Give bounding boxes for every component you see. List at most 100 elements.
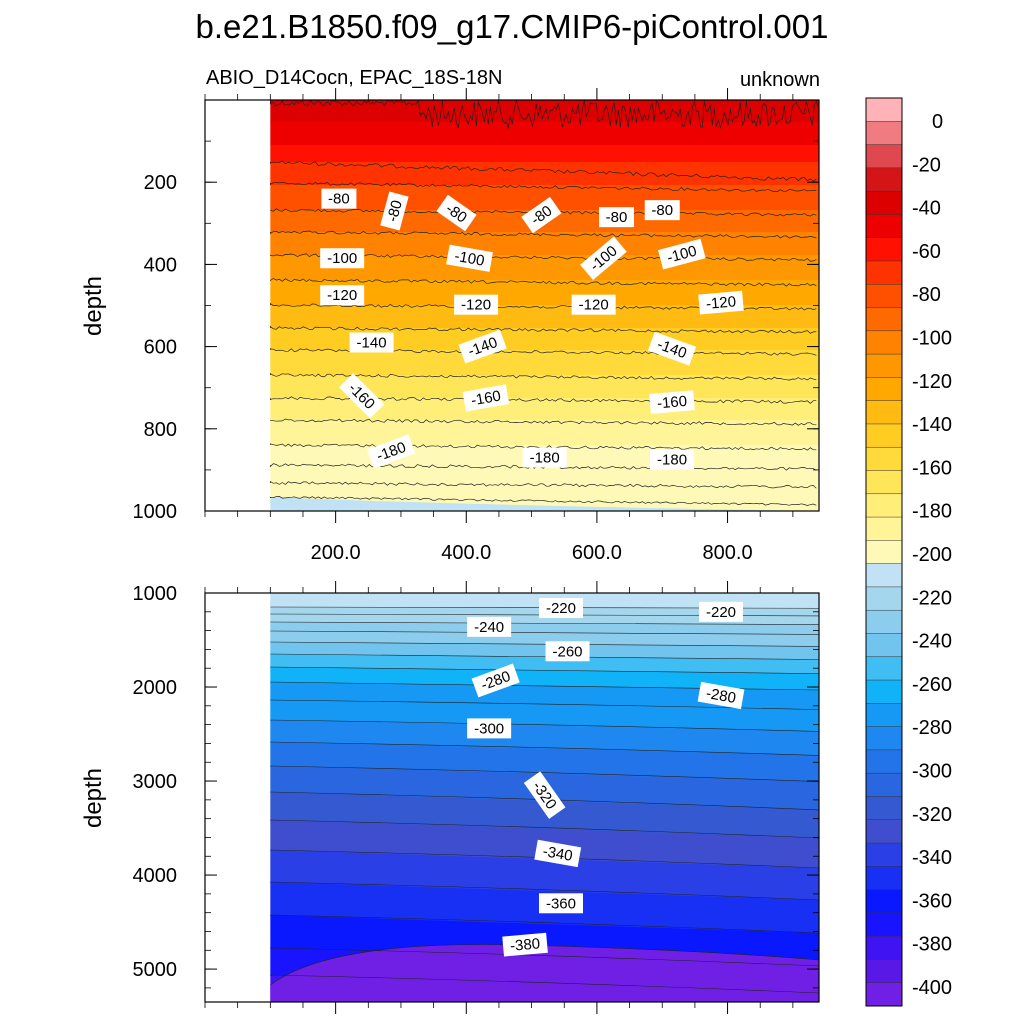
colorbar-swatch	[866, 610, 902, 634]
colorbar-swatch	[866, 726, 902, 751]
lower-contour-line	[270, 974, 819, 994]
colorbar-label: -340	[912, 847, 952, 869]
colorbar-swatch	[866, 354, 902, 378]
contour-label-background	[320, 285, 365, 306]
colorbar-label: -200	[912, 544, 952, 566]
colorbar-swatch	[866, 121, 902, 145]
colorbar-swatch	[866, 470, 902, 495]
y-tick-label: 600	[144, 337, 177, 359]
upper-contour-line	[270, 496, 817, 506]
contour-label: -120	[320, 285, 365, 306]
upper-contour-line	[270, 325, 817, 334]
contour-label-text: -160	[470, 387, 503, 409]
colorbar-label: -100	[912, 328, 952, 350]
contour-label-background	[599, 207, 635, 228]
contour-label-text: -340	[541, 843, 574, 865]
contour-label-background	[321, 188, 357, 209]
colorbar-swatch	[866, 98, 902, 122]
contour-label-background	[467, 718, 512, 739]
contour-label-text: -120	[705, 293, 736, 313]
contour-label: -220	[538, 598, 583, 619]
contour-label-background	[454, 294, 499, 315]
colorbar-swatch	[866, 843, 902, 867]
contour-label-text: -380	[509, 935, 540, 955]
x-tick-label: 400.0	[441, 542, 491, 564]
colorbar-swatch	[866, 284, 902, 308]
colorbar-swatch	[866, 633, 902, 658]
contour-label-text: -80	[651, 202, 673, 219]
upper-contour-labels: -80 -80 -80 -80 -80 -80-100 -100 -100 -100-120-1…	[320, 188, 744, 470]
contour-label-background	[698, 290, 744, 315]
contour-label-background	[522, 447, 567, 468]
colorbar-swatch	[866, 819, 902, 844]
contour-label-text: -240	[474, 619, 504, 636]
x-tick-label: 800.0	[703, 542, 753, 564]
lower-color-band	[270, 720, 819, 757]
contour-label: -80	[380, 191, 409, 231]
lower-contour-labels: -220 -220-240-260-280-280-300-320-340-360…	[467, 598, 745, 957]
colorbar-label: -240	[912, 631, 952, 653]
lower-color-band	[270, 700, 819, 733]
contour-label-background	[320, 248, 365, 269]
contour-label: -100	[446, 244, 493, 272]
colorbar-label: -400	[912, 977, 952, 999]
contour-label-text: -180	[657, 452, 687, 469]
colorbar-swatch	[866, 586, 902, 611]
y-tick-label: 5000	[133, 959, 178, 981]
contour-label-text: -300	[474, 720, 504, 737]
contour-label-background	[467, 616, 512, 637]
colorbar-label: -140	[912, 414, 952, 436]
colorbar-label: -220	[912, 587, 952, 609]
colorbar-swatch	[866, 796, 902, 821]
upper-color-band	[270, 350, 819, 376]
colorbar-swatch	[866, 680, 902, 704]
contour-label: -300	[467, 718, 512, 739]
upper-contour-line	[270, 418, 817, 426]
colorbar-label: -320	[912, 804, 952, 826]
colorbar-swatch	[866, 889, 902, 914]
contour-label-background	[523, 771, 566, 819]
figure-title: b.e21.B1850.f09_g17.CMIP6-piControl.001	[196, 8, 829, 45]
colorbar-label: -20	[912, 154, 941, 176]
colorbar-label: -300	[912, 761, 952, 783]
contour-label-text: -360	[546, 895, 576, 912]
contour-label: -340	[534, 839, 582, 868]
contour-label-background	[471, 663, 520, 698]
contour-label-text: -140	[357, 334, 387, 351]
colorbar-swatch	[866, 237, 902, 262]
colorbar-swatch	[866, 307, 902, 332]
contour-label-background	[644, 200, 680, 221]
lower-contour-line	[270, 881, 819, 901]
upper-contour-line	[270, 230, 817, 239]
colorbar-swatch	[866, 423, 902, 448]
contour-label: -80	[599, 207, 635, 228]
contour-label: -260	[545, 641, 590, 662]
lower-axes: 1000 2000 3000 4000 5000	[133, 581, 819, 1014]
upper-color-band	[270, 122, 819, 146]
colorbar-swatch	[866, 982, 902, 1007]
contour-label: -100	[320, 248, 365, 269]
lower-color-band	[270, 682, 819, 711]
colorbar-swatch	[866, 563, 902, 588]
upper-y-axis-label: depth	[80, 276, 107, 336]
contour-label: -80	[321, 188, 357, 209]
colorbar-swatch	[866, 447, 902, 471]
colorbar-swatch	[866, 377, 902, 401]
contour-label: -120	[698, 290, 744, 315]
contour-label: -220	[699, 601, 744, 622]
colorbar-swatch	[866, 330, 902, 355]
contour-label-text: -100	[327, 250, 357, 267]
contour-label: -380	[502, 932, 548, 957]
y-tick-label: 1000	[133, 583, 178, 605]
upper-color-band	[270, 420, 819, 446]
upper-color-band	[270, 398, 819, 421]
lower-contour-line	[270, 630, 819, 635]
colorbar-swatch	[866, 144, 902, 169]
contour-label-background	[534, 839, 582, 868]
contour-label-text: -260	[553, 643, 583, 660]
contour-label-background	[571, 294, 616, 315]
lower-y-axis-label: depth	[80, 768, 107, 828]
upper-color-band	[270, 465, 819, 484]
colorbar-swatch	[866, 656, 902, 681]
contour-label-background	[436, 194, 477, 232]
